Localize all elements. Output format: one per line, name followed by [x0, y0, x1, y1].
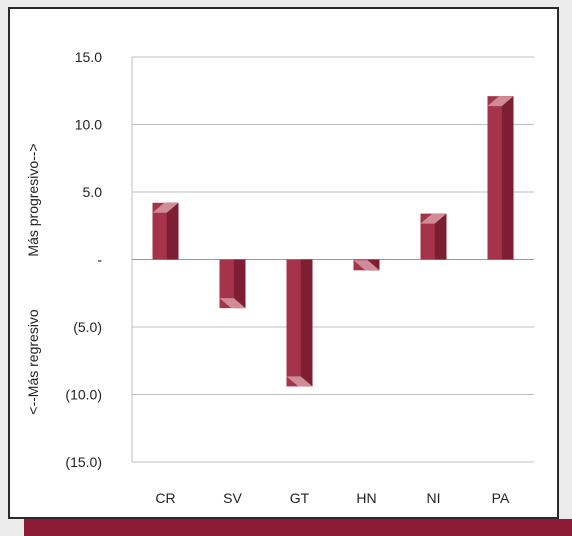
y-tick-label: (15.0) — [65, 454, 102, 470]
x-tick-label: GT — [290, 490, 310, 506]
x-tick-label: SV — [223, 490, 242, 506]
y-axis-label-lower: <--Más regresivo — [25, 309, 41, 415]
y-tick-label: 15.0 — [75, 49, 102, 65]
accent-bar — [24, 519, 572, 536]
x-tick-label: CR — [155, 490, 175, 506]
y-tick-label: (10.0) — [65, 387, 102, 403]
chart-frame — [8, 7, 559, 519]
y-tick-labels: 15.0 10.0 5.0 - (5.0) (10.0) (15.0) — [65, 49, 102, 470]
bar-pa — [487, 96, 514, 260]
bar-sv — [219, 259, 246, 309]
bars — [152, 96, 514, 387]
bar-gt — [286, 259, 313, 387]
y-tick-label: (5.0) — [73, 319, 102, 335]
x-tick-labels: CR SV GT HN NI PA — [155, 490, 510, 506]
gridlines — [131, 56, 534, 463]
y-tick-label: - — [97, 252, 102, 268]
bar-ni — [420, 213, 447, 260]
y-tick-label: 5.0 — [83, 184, 103, 200]
x-tick-label: HN — [356, 490, 376, 506]
x-tick-label: PA — [492, 490, 510, 506]
y-tick-label: 10.0 — [75, 117, 102, 133]
y-axis-label-upper: Más progresivo--> — [25, 143, 41, 256]
bar-cr — [152, 202, 179, 260]
x-tick-label: NI — [427, 490, 441, 506]
bar-hn — [353, 259, 380, 271]
